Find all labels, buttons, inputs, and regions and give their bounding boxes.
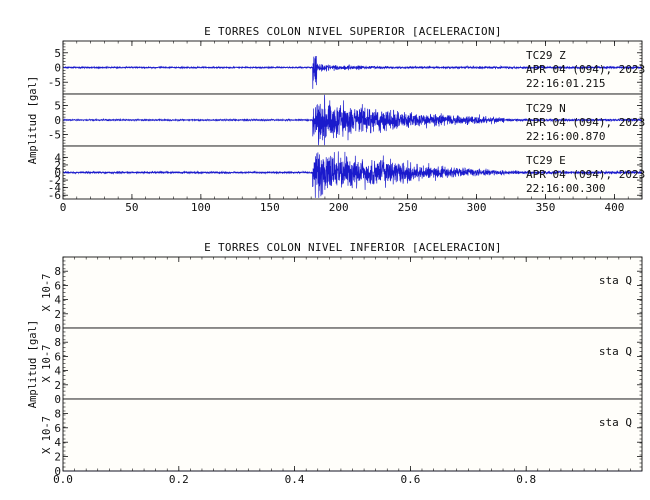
y-axis-label: Amplitud [gal]	[27, 76, 39, 165]
trace-line	[62, 55, 643, 89]
x-tick-label: 200	[329, 201, 349, 214]
x-tick-label: 0.4	[285, 473, 305, 486]
channel-label: TC29 N	[526, 102, 566, 115]
x-tick-label: 0	[60, 201, 67, 214]
y-tick-label: 4	[54, 151, 61, 164]
channel-label: sta Q	[599, 416, 632, 429]
x-tick-label: 0.8	[516, 473, 536, 486]
x-tick-label: 150	[260, 201, 280, 214]
x-tick-label: 100	[191, 201, 211, 214]
y-tick-label: 6	[54, 279, 61, 292]
y-multiplier-label: X 10-7	[41, 416, 53, 454]
y-tick-label: 5	[54, 100, 61, 113]
y-tick-label: 6	[54, 350, 61, 363]
x-tick-label: 300	[467, 201, 487, 214]
channel-label: sta Q	[599, 274, 632, 287]
time-label: 22:16:00.870	[526, 130, 605, 143]
y-tick-label: 5	[54, 47, 61, 60]
x-tick-label: 0.6	[400, 473, 420, 486]
channel-label: sta Q	[599, 345, 632, 358]
y-tick-label: 2	[54, 451, 61, 464]
y-tick-label: 0	[54, 393, 61, 406]
date-label: APR 04 (094), 2023	[526, 168, 645, 181]
y-tick-label: 4	[54, 294, 61, 307]
y-tick-label: 0	[54, 62, 61, 75]
y-tick-label: -4	[48, 182, 62, 195]
trace-line	[62, 94, 643, 146]
y-tick-label: 0	[54, 114, 61, 127]
x-tick-label: 50	[125, 201, 138, 214]
y-tick-label: 0	[54, 465, 61, 478]
y-tick-label: -5	[48, 76, 61, 89]
x-tick-label: 0.2	[169, 473, 189, 486]
y-tick-label: 6	[54, 422, 61, 435]
y-tick-label: 8	[54, 336, 61, 349]
panel-background	[63, 328, 642, 399]
y-tick-label: 4	[54, 365, 61, 378]
date-label: APR 04 (094), 2023	[526, 116, 645, 129]
panel-background	[63, 257, 642, 328]
y-tick-label: -5	[48, 128, 61, 141]
y-axis-label: Amplitud [gal]	[27, 320, 39, 409]
y-tick-label: 8	[54, 265, 61, 278]
y-multiplier-label: X 10-7	[41, 345, 53, 383]
x-tick-label: 0.0	[53, 473, 73, 486]
y-tick-label: -6	[48, 189, 61, 202]
chart-title: E TORRES COLON NIVEL SUPERIOR [ACELERACI…	[204, 25, 502, 38]
date-label: APR 04 (094), 2023	[526, 63, 645, 76]
x-tick-label: 350	[536, 201, 556, 214]
y-tick-label: -2	[48, 174, 61, 187]
channel-label: TC29 E	[526, 154, 566, 167]
y-tick-label: 2	[54, 308, 61, 321]
chart-title: E TORRES COLON NIVEL INFERIOR [ACELERACI…	[204, 241, 502, 254]
x-tick-label: 400	[604, 201, 624, 214]
y-tick-label: 2	[54, 379, 61, 392]
y-tick-label: 8	[54, 407, 61, 420]
channel-label: TC29 Z	[526, 49, 566, 62]
time-label: 22:16:00.300	[526, 182, 605, 195]
y-tick-label: 2	[54, 159, 61, 172]
panel-background	[63, 399, 642, 471]
y-tick-label: 0	[54, 322, 61, 335]
time-label: 22:16:01.215	[526, 77, 605, 90]
y-multiplier-label: X 10-7	[41, 274, 53, 312]
y-tick-label: 0	[54, 167, 61, 180]
x-tick-label: 250	[398, 201, 418, 214]
y-tick-label: 4	[54, 436, 61, 449]
trace-line	[62, 151, 643, 198]
